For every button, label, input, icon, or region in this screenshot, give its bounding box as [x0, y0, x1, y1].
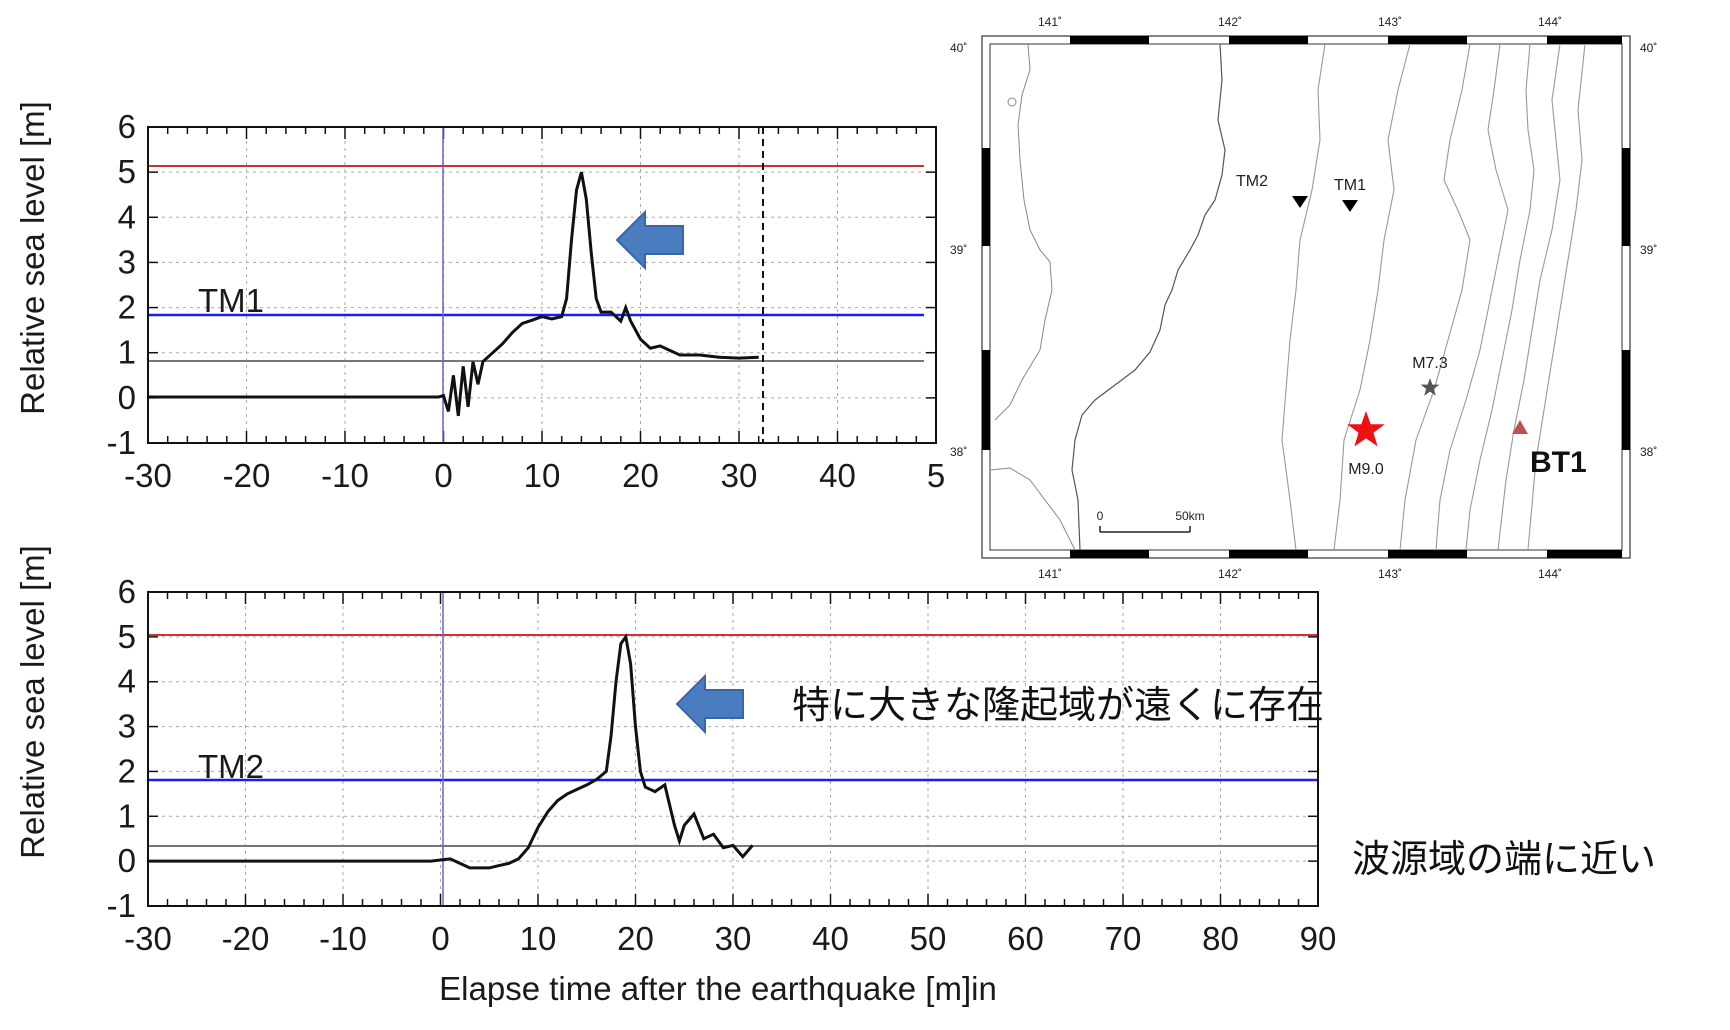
y-axis-label-tm1: Relative sea level [m] — [14, 101, 51, 415]
y-tick-label: 3 — [118, 708, 136, 745]
annotation-distant-uplift: 特に大きな隆起域が遠くに存在 — [792, 683, 1324, 727]
y-tick-label: 2 — [118, 752, 136, 789]
y-tick-label: -1 — [107, 424, 136, 461]
map: 141˚ 142˚ 143˚ 144˚ 141˚ 142˚ 143˚ 144˚ … — [950, 15, 1657, 581]
x-tick-label: -20 — [223, 457, 271, 494]
plot-frame-tm1 — [147, 126, 937, 444]
station-label-tm2: TM2 — [198, 748, 264, 785]
epicenter-star-m90 — [1347, 411, 1385, 447]
x-tick-label: 80 — [1202, 920, 1239, 957]
svg-text:40˚: 40˚ — [1640, 41, 1657, 55]
grid-tm2 — [147, 591, 1319, 907]
svg-text:142˚: 142˚ — [1218, 15, 1242, 29]
map-border-bars — [982, 36, 1630, 558]
station-marker-bt1 — [1512, 420, 1528, 434]
map-lat-labels-left: 40˚ 39˚ 38˚ — [950, 41, 967, 459]
station-label-bt1: BT1 — [1530, 446, 1587, 479]
lake — [1007, 97, 1017, 107]
x-tick-label: 20 — [622, 457, 659, 494]
x-tick-label: 90 — [1300, 920, 1337, 957]
coastline — [1071, 43, 1226, 551]
svg-text:0: 0 — [1097, 509, 1104, 523]
annotation-near-source-edge: 波源域の端に近い — [1352, 837, 1656, 881]
station-label-tm1: TM1 — [198, 282, 264, 319]
map-top-lon-labels: 141˚ 142˚ 143˚ 144˚ — [1038, 15, 1562, 29]
svg-text:141˚: 141˚ — [1038, 567, 1062, 581]
x-tick-label: 10 — [524, 457, 561, 494]
epicenter-label-m73: M7.3 — [1412, 355, 1448, 372]
y-tick-labels-tm2: 6 5 4 3 2 1 0 -1 — [107, 573, 136, 924]
arrow-tm1 — [615, 209, 684, 271]
station-marker-tm2 — [1292, 196, 1308, 208]
x-tick-label: 40 — [812, 920, 849, 957]
y-tick-label: 4 — [118, 663, 136, 700]
series-line-tm1 — [148, 171, 759, 417]
x-tick-label: -10 — [321, 457, 369, 494]
x-tick-label: -20 — [222, 920, 270, 957]
y-tick-label: 1 — [118, 334, 136, 371]
svg-text:142˚: 142˚ — [1218, 567, 1242, 581]
x-tick-label: 30 — [715, 920, 752, 957]
x-tick-label: 70 — [1105, 920, 1142, 957]
svg-text:40˚: 40˚ — [950, 41, 967, 55]
svg-text:141˚: 141˚ — [1038, 15, 1062, 29]
epicenter-star-m73 — [1420, 378, 1440, 396]
x-tick-labels-tm1: -30 -20 -10 0 10 20 30 40 5 — [124, 457, 945, 494]
y-tick-label: 5 — [118, 153, 136, 190]
station-label-map-tm1: TM1 — [1334, 177, 1366, 194]
coastline-inland — [994, 43, 1053, 421]
y-tick-label: -1 — [107, 887, 136, 924]
map-lat-labels-right: 40˚ 39˚ 38˚ — [1640, 41, 1657, 459]
x-tick-label: -10 — [319, 920, 367, 957]
y-tick-label: 3 — [118, 243, 136, 280]
svg-text:38˚: 38˚ — [1640, 445, 1657, 459]
series-line-tm2 — [148, 633, 754, 870]
epicenter-label-m90: M9.0 — [1348, 461, 1384, 478]
x-tick-labels-tm2: -30 -20 -10 0 10 20 30 40 50 60 70 80 90 — [124, 920, 1336, 957]
x-tick-label: 10 — [520, 920, 557, 957]
x-tick-label: 0 — [434, 457, 452, 494]
map-frame — [981, 35, 1631, 559]
coastline-south — [989, 467, 1076, 551]
bathymetry-contours — [1281, 43, 1586, 551]
svg-text:144˚: 144˚ — [1538, 567, 1562, 581]
y-tick-label: 1 — [118, 797, 136, 834]
svg-text:143˚: 143˚ — [1378, 15, 1402, 29]
x-tick-label: 0 — [431, 920, 449, 957]
svg-text:38˚: 38˚ — [950, 445, 967, 459]
plot-frame-tm2 — [147, 591, 1319, 907]
x-tick-label: 60 — [1007, 920, 1044, 957]
x-tick-label: -30 — [124, 457, 172, 494]
station-marker-tm1 — [1342, 200, 1358, 212]
arrow-tm2 — [675, 673, 744, 735]
svg-text:50km: 50km — [1175, 509, 1204, 523]
x-tick-label: 5 — [927, 457, 945, 494]
svg-text:144˚: 144˚ — [1538, 15, 1562, 29]
y-tick-label: 2 — [118, 289, 136, 326]
svg-text:143˚: 143˚ — [1378, 567, 1402, 581]
y-tick-label: 0 — [118, 379, 136, 416]
x-tick-label: 50 — [910, 920, 947, 957]
y-tick-label: 6 — [118, 108, 136, 145]
x-tick-label: 40 — [819, 457, 856, 494]
station-label-map-tm2: TM2 — [1236, 173, 1268, 190]
y-axis-label-tm2: Relative sea level [m] — [14, 545, 51, 859]
x-tick-label: 30 — [721, 457, 758, 494]
y-tick-label: 4 — [118, 198, 136, 235]
svg-text:39˚: 39˚ — [1640, 243, 1657, 257]
y-tick-label: 0 — [118, 842, 136, 879]
y-tick-label: 5 — [118, 618, 136, 655]
y-tick-label: 6 — [118, 573, 136, 610]
y-tick-labels-tm1: 6 5 4 3 2 1 0 -1 — [107, 108, 136, 461]
map-scale-bar: 0 50km — [1097, 509, 1205, 533]
x-axis-label-tm2: Elapse time after the earthquake [m]in — [439, 970, 997, 1007]
x-tick-label: -30 — [124, 920, 172, 957]
map-bottom-lon-labels: 141˚ 142˚ 143˚ 144˚ — [1038, 567, 1562, 581]
x-tick-label: 20 — [617, 920, 654, 957]
svg-text:39˚: 39˚ — [950, 243, 967, 257]
